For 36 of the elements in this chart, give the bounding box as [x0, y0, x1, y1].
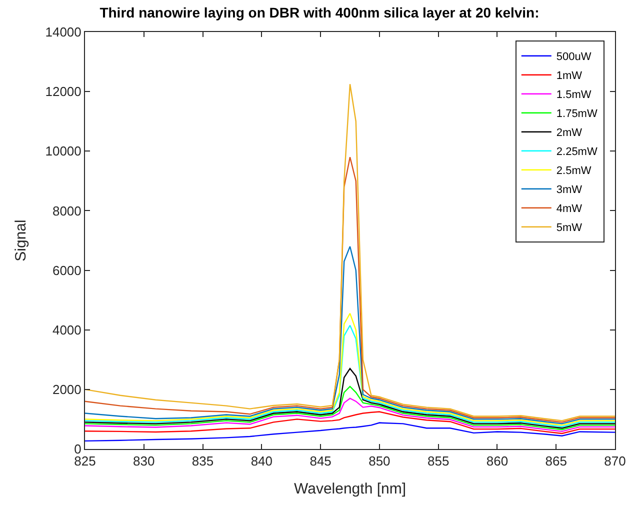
x-axis-title: Wavelength [nm] [294, 480, 406, 498]
legend-label: 1mW [556, 70, 583, 82]
y-tick-label: 4000 [52, 322, 82, 338]
x-tick-label: 835 [192, 454, 214, 469]
y-tick-label: 14000 [45, 24, 82, 40]
x-tick-label: 840 [250, 454, 273, 469]
line-series [85, 398, 615, 432]
line-series [85, 386, 615, 430]
y-tick-label: 6000 [52, 262, 82, 278]
line-series [85, 246, 615, 424]
legend-label: 1.75mW [556, 108, 598, 120]
y-tick-label: 8000 [52, 203, 82, 218]
x-tick-label: 830 [133, 454, 155, 469]
legend-label: 1.5mW [556, 89, 592, 102]
y-tick-label: 2000 [52, 382, 82, 397]
x-tick-label: 860 [486, 454, 508, 469]
line-series [85, 368, 615, 429]
x-tick-label: 865 [545, 454, 567, 469]
line-series [85, 411, 615, 434]
legend-label: 3mW [556, 184, 583, 196]
legend-label: 5mW [556, 222, 583, 234]
x-tick-label: 845 [310, 454, 332, 469]
legend-label: 500uW [556, 51, 592, 64]
x-tick-label: 855 [427, 454, 450, 469]
x-tick-label: 850 [368, 454, 390, 469]
x-tick-label: 870 [604, 454, 626, 469]
legend-label: 2mW [556, 127, 583, 140]
legend-label: 2.25mW [556, 146, 598, 158]
line-series [85, 422, 615, 442]
y-tick-label: 12000 [45, 84, 82, 100]
y-axis-title: Signal [12, 220, 30, 262]
legend-label: 4mW [556, 203, 583, 216]
legend-label: 2.5mW [556, 165, 592, 178]
chart-title: Third nanowire laying on DBR with 400nm silica layer at 20 kelvin: [100, 4, 540, 20]
y-tick-label: 10000 [45, 144, 82, 159]
line-series [85, 84, 615, 422]
